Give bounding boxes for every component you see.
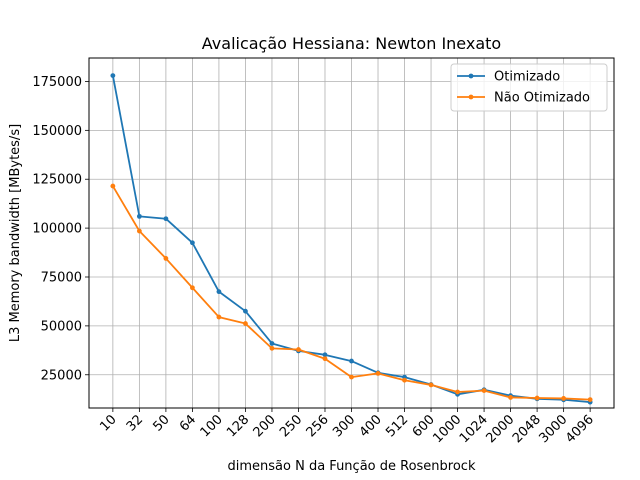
- y-tick-label: 50000: [41, 319, 82, 334]
- x-axis-label: dimensão N da Função de Rosenbrock: [228, 459, 476, 474]
- data-point: [375, 370, 381, 376]
- data-point: [190, 285, 195, 291]
- data-point: [349, 358, 354, 364]
- legend-box: [450, 63, 608, 112]
- series-layer: [110, 73, 593, 405]
- data-point: [428, 382, 434, 388]
- legend-swatch-marker: [468, 73, 474, 79]
- legend-label: Não Otimizado: [494, 91, 590, 106]
- data-point: [402, 377, 407, 383]
- data-point: [322, 352, 328, 358]
- data-point: [163, 256, 169, 261]
- chart-title: Avalicação Hessiana: Newton Inexato: [202, 34, 501, 53]
- data-point: [163, 216, 169, 222]
- legend: Otimizado Não Otimizado: [450, 63, 608, 112]
- data-point: [481, 388, 487, 393]
- y-tick-label: 100000: [32, 222, 82, 237]
- data-point: [216, 289, 222, 295]
- data-point: [349, 374, 354, 380]
- y-tick-label: 25000: [41, 368, 82, 383]
- data-point: [110, 183, 116, 189]
- data-point: [136, 213, 142, 219]
- data-point: [110, 73, 116, 78]
- data-point: [269, 341, 275, 346]
- data-point: [243, 308, 248, 314]
- y-axis-label: L3 Memory bandwidth [MBytes/s]: [8, 124, 23, 342]
- data-point: [269, 345, 275, 351]
- y-tick-label: 125000: [32, 173, 82, 188]
- data-point: [296, 347, 301, 352]
- legend-swatch-marker: [468, 94, 474, 100]
- y-tick-label: 175000: [32, 75, 82, 90]
- y-tick-label: 150000: [32, 124, 82, 139]
- series-1: [110, 183, 593, 402]
- data-point: [190, 240, 195, 246]
- data-point: [322, 356, 328, 362]
- data-point: [243, 321, 248, 326]
- y-tick-label: 75000: [41, 270, 82, 285]
- data-point: [508, 395, 513, 400]
- data-point: [561, 396, 567, 401]
- data-point: [534, 395, 540, 401]
- legend-label: Otimizado: [494, 70, 560, 85]
- data-point: [136, 228, 142, 234]
- data-point: [216, 314, 222, 320]
- data-point: [455, 389, 460, 395]
- data-point: [587, 397, 593, 402]
